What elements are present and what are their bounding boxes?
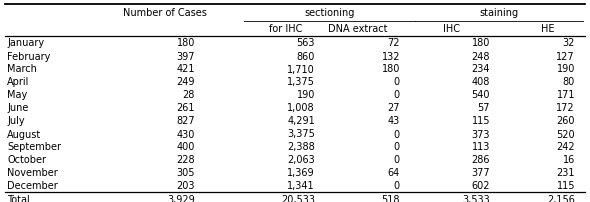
Text: 28: 28 [183, 90, 195, 100]
Text: 190: 190 [297, 90, 315, 100]
Text: 4,291: 4,291 [287, 116, 315, 126]
Text: 827: 827 [176, 116, 195, 126]
Text: 242: 242 [556, 142, 575, 152]
Text: 261: 261 [176, 103, 195, 113]
Text: 400: 400 [176, 142, 195, 152]
Text: 563: 563 [297, 38, 315, 48]
Text: October: October [7, 155, 46, 165]
Text: 171: 171 [556, 90, 575, 100]
Text: 602: 602 [471, 181, 490, 190]
Text: IHC: IHC [444, 24, 461, 34]
Text: 373: 373 [471, 129, 490, 139]
Text: 231: 231 [556, 168, 575, 178]
Text: 1,369: 1,369 [287, 168, 315, 178]
Text: 16: 16 [563, 155, 575, 165]
Text: 57: 57 [477, 103, 490, 113]
Text: 115: 115 [471, 116, 490, 126]
Text: 2,156: 2,156 [547, 195, 575, 202]
Text: 0: 0 [394, 181, 400, 190]
Text: 860: 860 [297, 51, 315, 61]
Text: 80: 80 [563, 77, 575, 87]
Text: 260: 260 [556, 116, 575, 126]
Text: February: February [7, 51, 50, 61]
Text: 234: 234 [471, 64, 490, 74]
Text: 27: 27 [388, 103, 400, 113]
Text: 3,375: 3,375 [287, 129, 315, 139]
Text: 286: 286 [471, 155, 490, 165]
Text: 2,063: 2,063 [287, 155, 315, 165]
Text: 518: 518 [382, 195, 400, 202]
Text: 0: 0 [394, 129, 400, 139]
Text: 43: 43 [388, 116, 400, 126]
Text: staining: staining [480, 8, 519, 18]
Text: 113: 113 [471, 142, 490, 152]
Text: 0: 0 [394, 155, 400, 165]
Text: 20,533: 20,533 [281, 195, 315, 202]
Text: 32: 32 [563, 38, 575, 48]
Text: 2,388: 2,388 [287, 142, 315, 152]
Text: 132: 132 [382, 51, 400, 61]
Text: 180: 180 [176, 38, 195, 48]
Text: August: August [7, 129, 41, 139]
Text: 180: 180 [471, 38, 490, 48]
Text: 520: 520 [556, 129, 575, 139]
Text: 172: 172 [556, 103, 575, 113]
Text: 72: 72 [388, 38, 400, 48]
Text: 3,533: 3,533 [462, 195, 490, 202]
Text: 115: 115 [556, 181, 575, 190]
Text: 0: 0 [394, 90, 400, 100]
Text: 190: 190 [556, 64, 575, 74]
Text: 430: 430 [176, 129, 195, 139]
Text: 397: 397 [176, 51, 195, 61]
Text: 1,710: 1,710 [287, 64, 315, 74]
Text: 64: 64 [388, 168, 400, 178]
Text: 249: 249 [176, 77, 195, 87]
Text: 0: 0 [394, 142, 400, 152]
Text: 3,929: 3,929 [167, 195, 195, 202]
Text: 377: 377 [471, 168, 490, 178]
Text: 248: 248 [471, 51, 490, 61]
Text: 540: 540 [471, 90, 490, 100]
Text: 127: 127 [556, 51, 575, 61]
Text: 203: 203 [176, 181, 195, 190]
Text: May: May [7, 90, 27, 100]
Text: April: April [7, 77, 30, 87]
Text: Total: Total [7, 195, 30, 202]
Text: HE: HE [541, 24, 555, 34]
Text: March: March [7, 64, 37, 74]
Text: January: January [7, 38, 44, 48]
Text: 408: 408 [471, 77, 490, 87]
Text: November: November [7, 168, 58, 178]
Text: 305: 305 [176, 168, 195, 178]
Text: 0: 0 [394, 77, 400, 87]
Text: September: September [7, 142, 61, 152]
Text: Number of Cases: Number of Cases [123, 8, 207, 18]
Text: for IHC: for IHC [269, 24, 303, 34]
Text: 1,341: 1,341 [287, 181, 315, 190]
Text: 1,375: 1,375 [287, 77, 315, 87]
Text: December: December [7, 181, 58, 190]
Text: 180: 180 [382, 64, 400, 74]
Text: 1,008: 1,008 [287, 103, 315, 113]
Text: 421: 421 [176, 64, 195, 74]
Text: 228: 228 [176, 155, 195, 165]
Text: July: July [7, 116, 25, 126]
Text: sectioning: sectioning [304, 8, 355, 18]
Text: June: June [7, 103, 28, 113]
Text: DNA extract: DNA extract [328, 24, 388, 34]
